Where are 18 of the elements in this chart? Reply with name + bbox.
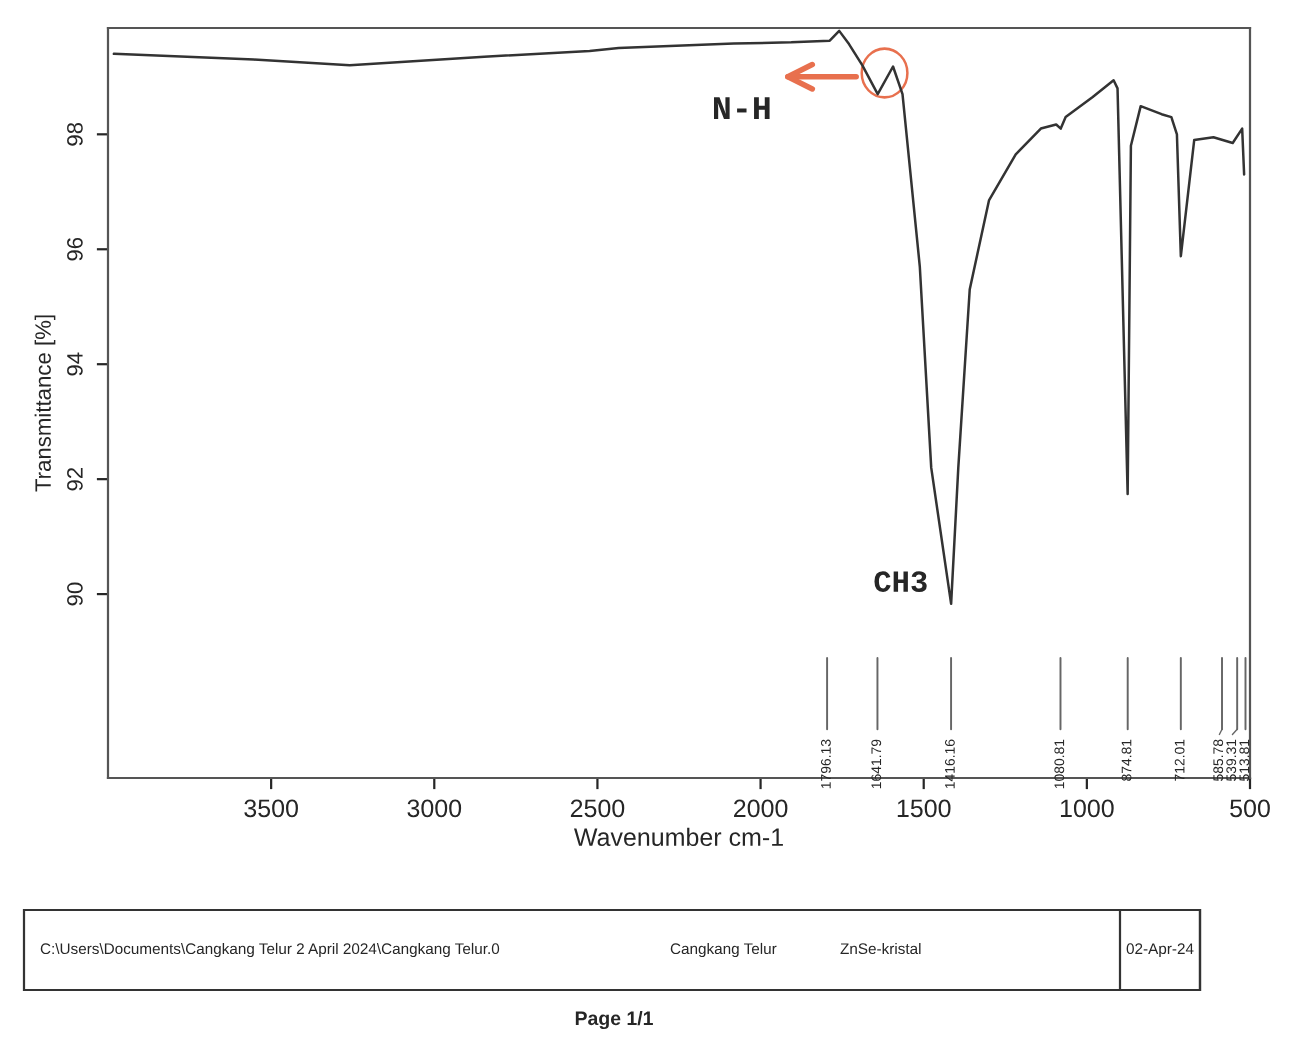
annotation: N-H	[714, 97, 770, 120]
x-tick-label: 3500	[244, 799, 298, 818]
x-tick-label: 500	[1230, 799, 1270, 818]
y-tick-label: 90	[67, 582, 83, 606]
y-tick-label: 96	[67, 237, 83, 261]
line-series	[112, 29, 1246, 606]
x-tick-label: 1000	[1060, 799, 1114, 818]
x-tick-label: 1500	[897, 799, 951, 818]
y-tick-label: 94	[67, 352, 83, 376]
x-tick-label: 3000	[407, 799, 462, 818]
annotation: CH3	[874, 571, 927, 592]
text: Page 1/1	[575, 1010, 653, 1030]
x-tick-label: 2500	[570, 799, 625, 818]
x-axis-title: Wavenumber cm-1	[574, 827, 783, 847]
x-tick-label: 2000	[734, 799, 788, 818]
y-axis-title: Transmittance [%]	[34, 315, 56, 492]
y-tick-label: 98	[67, 122, 83, 146]
y-tick-label: 92	[67, 467, 83, 491]
